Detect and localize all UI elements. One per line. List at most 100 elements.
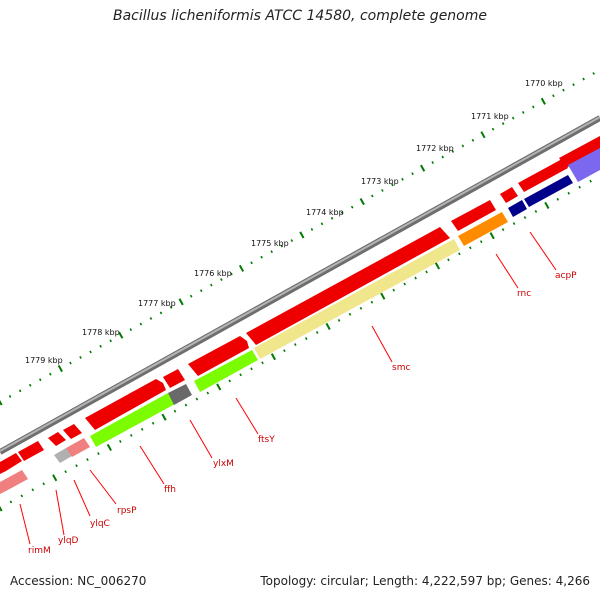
backbone — [0, 115, 600, 455]
ruler-tick — [403, 282, 406, 286]
ruler-ticks-inner — [0, 179, 592, 512]
ruler-tick — [578, 185, 581, 189]
ruler-tick — [151, 421, 155, 425]
ruler-tick — [220, 278, 223, 281]
ruler-tick — [294, 343, 297, 347]
ruler-tick — [106, 443, 112, 452]
ruler-labels: 1770 kbp 1771 kbp 1772 kbp 1773 kbp 1774… — [25, 79, 563, 365]
ruler-tick — [283, 349, 286, 353]
gene-arrow — [451, 200, 496, 231]
ruler-tick — [159, 311, 163, 315]
ruler-tick — [304, 337, 308, 340]
ruler-tick — [348, 312, 352, 316]
ruler-label-1772: 1772 kbp — [416, 144, 454, 153]
ruler-tick — [521, 111, 525, 114]
ruler-tick — [75, 464, 78, 468]
gene-rnc — [458, 212, 508, 246]
ruler-tick — [0, 399, 3, 406]
ruler-tick — [119, 439, 122, 443]
ruler-tick — [501, 228, 505, 232]
ruler-tick — [534, 210, 538, 213]
ruler-tick — [299, 231, 305, 239]
ruler-tick — [540, 97, 546, 105]
gene-arrow — [163, 369, 185, 388]
ruler-tick — [18, 389, 22, 393]
ruler-tick — [420, 164, 426, 172]
label-rnc: rnc — [517, 289, 531, 299]
ruler-tick — [567, 191, 571, 195]
ruler-tick — [461, 144, 465, 148]
ruler-tick — [512, 222, 516, 225]
ruler-tick — [38, 378, 42, 382]
ruler-tick — [118, 331, 124, 339]
ruler-tick — [592, 72, 595, 75]
ruler-tick — [97, 452, 100, 455]
ruler-tick — [230, 272, 233, 276]
ruler-tick — [562, 88, 565, 92]
gene-ylqC — [66, 438, 90, 457]
gene-arrow — [518, 159, 568, 192]
ruler-tick — [238, 264, 245, 272]
label-rpsP: rpsP — [117, 506, 137, 516]
ruler-tick — [325, 322, 331, 330]
gene-ftsY — [194, 350, 258, 392]
gene-arrow — [559, 136, 600, 168]
ruler-tick — [216, 383, 222, 391]
ruler-tick — [552, 94, 555, 98]
gene-arrow — [500, 187, 518, 203]
ruler-tick — [441, 155, 445, 159]
gene-arrow — [188, 336, 249, 376]
ruler-tick — [199, 289, 203, 293]
ruler-tick — [451, 150, 455, 153]
ruler-tick — [458, 252, 461, 256]
ruler-label-1773: 1773 kbp — [361, 177, 399, 186]
ruler-tick — [31, 488, 35, 492]
ruler-tick — [511, 116, 515, 120]
gene-acpP-small — [508, 200, 527, 217]
ruler-tick — [79, 356, 82, 359]
label-ffh: ffh — [164, 485, 176, 495]
ruler-tick — [330, 216, 334, 220]
label-ylqD: ylqD — [58, 536, 79, 546]
ruler-tick — [469, 246, 472, 250]
ruler-tick — [401, 177, 404, 181]
ruler-tick — [250, 261, 253, 265]
gene-rimM — [0, 470, 28, 494]
ruler-tick — [350, 205, 354, 209]
label-ftsY: ftsY — [258, 435, 275, 445]
ruler-tick — [270, 353, 277, 361]
ruler-tick — [8, 394, 12, 398]
ruler-tick — [380, 292, 386, 300]
map-title: Bacillus licheniformis ATCC 14580, compl… — [113, 8, 487, 24]
ruler-tick — [589, 179, 592, 183]
ruler-tick — [169, 305, 173, 309]
ruler-tick — [320, 222, 324, 226]
ruler-tick — [447, 258, 450, 262]
label-ylxM: ylxM — [213, 459, 234, 469]
ruler-tick — [189, 294, 193, 298]
ruler-tick — [89, 350, 92, 354]
label-ylqC: ylqC — [90, 519, 110, 529]
ruler-tick — [161, 413, 167, 421]
ruler-tick — [139, 322, 143, 326]
label-leaders — [19, 231, 557, 545]
ruler-tick — [52, 474, 58, 482]
ruler-tick — [471, 138, 475, 142]
annotated-genes — [0, 148, 600, 494]
ruler-tick — [86, 458, 89, 462]
ruler-tick — [434, 262, 441, 270]
ruler-tick — [195, 397, 199, 401]
ruler-tick — [340, 211, 344, 215]
ruler-tick — [28, 383, 32, 387]
ruler-tick — [99, 344, 102, 348]
ruler-label-1776: 1776 kbp — [194, 269, 232, 278]
ruler-tick — [239, 373, 242, 377]
ruler-tick — [359, 198, 365, 206]
gene-arrow — [246, 227, 450, 345]
ruler-label-1779: 1779 kbp — [25, 356, 63, 365]
ruler-tick — [425, 270, 428, 274]
ruler-tick — [290, 239, 294, 242]
ruler-tick — [371, 194, 374, 198]
ruler-tick — [42, 482, 46, 486]
ruler-tick — [391, 183, 394, 187]
